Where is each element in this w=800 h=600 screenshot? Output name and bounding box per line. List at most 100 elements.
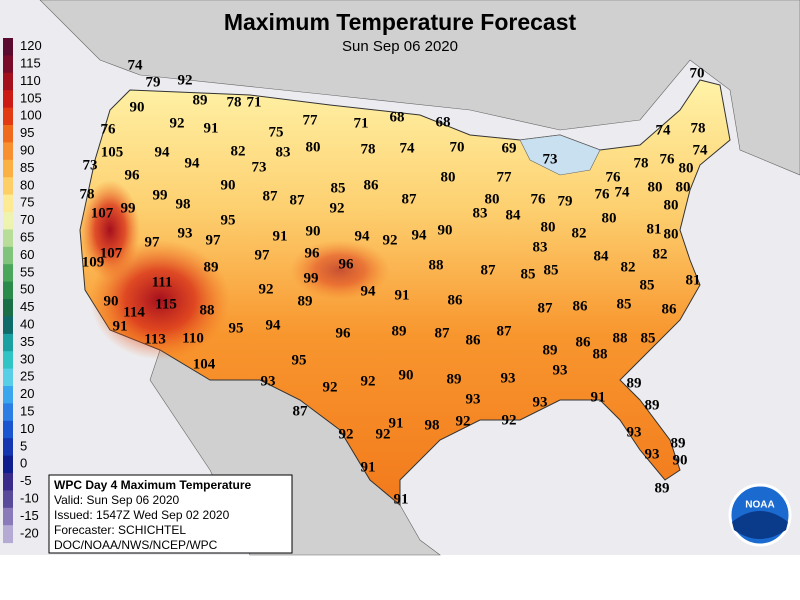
legend-swatch xyxy=(3,125,13,143)
station-temp: 76 xyxy=(595,186,611,202)
station-temp: 89 xyxy=(671,435,686,451)
station-temp: 94 xyxy=(266,317,282,333)
station-temp: 78 xyxy=(634,155,649,171)
station-temp: 115 xyxy=(155,296,177,312)
legend-label: 20 xyxy=(20,386,34,401)
legend-swatch xyxy=(3,420,13,439)
station-temp: 95 xyxy=(229,320,244,336)
station-temp: 92 xyxy=(361,373,376,389)
station-temp: 86 xyxy=(573,298,589,314)
legend-swatch xyxy=(3,473,13,491)
station-temp: 83 xyxy=(276,144,291,160)
station-temp: 84 xyxy=(506,207,522,223)
legend-swatch xyxy=(3,55,13,74)
legend-swatch xyxy=(3,142,13,161)
legend-label: 120 xyxy=(20,38,42,53)
station-temp: 76 xyxy=(531,191,547,207)
station-temp: 99 xyxy=(121,200,136,216)
station-temp: 68 xyxy=(390,109,405,125)
station-temp: 89 xyxy=(645,397,660,413)
station-temp: 80 xyxy=(648,179,663,195)
legend: 1201151101051009590858075706560555045403… xyxy=(3,38,42,544)
station-temp: 80 xyxy=(679,160,694,176)
station-temp: 92 xyxy=(323,379,338,395)
station-temp: 90 xyxy=(306,223,321,239)
station-temp: 78 xyxy=(227,94,242,110)
station-temp: 82 xyxy=(621,259,636,275)
station-temp: 78 xyxy=(361,141,376,157)
title: Maximum Temperature Forecast xyxy=(224,9,577,35)
station-temp: 80 xyxy=(485,191,500,207)
station-temp: 93 xyxy=(627,424,642,440)
station-temp: 97 xyxy=(206,232,222,248)
station-temp: 80 xyxy=(602,210,617,226)
station-temp: 110 xyxy=(182,330,204,346)
station-temp: 96 xyxy=(336,325,352,341)
station-temp: 71 xyxy=(354,115,369,131)
station-temp: 89 xyxy=(627,375,642,391)
station-temp: 114 xyxy=(123,304,145,320)
station-temp: 73 xyxy=(543,151,558,167)
station-temp: 107 xyxy=(91,205,114,221)
legend-swatch xyxy=(3,264,13,283)
info-line: Valid: Sun Sep 06 2020 xyxy=(54,493,180,507)
legend-label: 105 xyxy=(20,90,42,105)
station-temp: 92 xyxy=(170,115,185,131)
legend-label: 75 xyxy=(20,195,34,210)
station-temp: 91 xyxy=(273,228,288,244)
station-temp: 93 xyxy=(533,394,548,410)
legend-label: 25 xyxy=(20,369,34,384)
subtitle: Sun Sep 06 2020 xyxy=(342,38,458,55)
station-temp: 80 xyxy=(676,179,691,195)
station-temp: 94 xyxy=(185,155,201,171)
station-temp: 91 xyxy=(113,318,128,334)
legend-swatch xyxy=(3,525,13,544)
station-temp: 88 xyxy=(593,346,608,362)
station-temp: 71 xyxy=(247,94,262,110)
station-temp: 73 xyxy=(83,157,98,173)
station-temp: 89 xyxy=(447,371,462,387)
station-temp: 89 xyxy=(655,480,670,496)
station-temp: 87 xyxy=(435,325,451,341)
station-temp: 92 xyxy=(178,72,193,88)
station-temp: 89 xyxy=(392,323,407,339)
station-temp: 97 xyxy=(255,247,271,263)
station-temp: 70 xyxy=(450,139,465,155)
station-temp: 89 xyxy=(193,92,208,108)
station-temp: 92 xyxy=(502,412,517,428)
legend-swatch xyxy=(3,72,13,91)
station-temp: 77 xyxy=(303,112,319,128)
info-line: DOC/NOAA/NWS/NCEP/WPC xyxy=(54,538,218,552)
station-temp: 76 xyxy=(660,151,676,167)
station-temp: 81 xyxy=(686,272,701,288)
legend-label: 0 xyxy=(20,456,27,471)
legend-swatch xyxy=(3,403,13,422)
station-temp: 78 xyxy=(691,120,706,136)
station-temp: 82 xyxy=(572,225,587,241)
legend-label: 80 xyxy=(20,177,34,192)
station-temp: 85 xyxy=(521,266,536,282)
station-temp: 93 xyxy=(645,446,660,462)
legend-swatch xyxy=(3,351,13,370)
station-temp: 90 xyxy=(104,293,119,309)
station-temp: 94 xyxy=(155,144,171,160)
hot-region xyxy=(80,180,140,280)
station-temp: 84 xyxy=(594,248,610,264)
station-temp: 88 xyxy=(429,257,444,273)
station-temp: 93 xyxy=(466,391,481,407)
station-temp: 99 xyxy=(304,270,319,286)
legend-label: 15 xyxy=(20,404,34,419)
station-temp: 86 xyxy=(466,332,482,348)
info-box xyxy=(48,474,293,554)
legend-swatch xyxy=(3,490,13,509)
station-temp: 113 xyxy=(144,331,166,347)
legend-label: 10 xyxy=(20,421,34,436)
legend-label: 45 xyxy=(20,299,34,314)
station-temp: 86 xyxy=(448,292,464,308)
info-line: Issued: 1547Z Wed Sep 02 2020 xyxy=(54,508,230,522)
station-temp: 90 xyxy=(221,177,236,193)
station-temp: 90 xyxy=(673,452,688,468)
